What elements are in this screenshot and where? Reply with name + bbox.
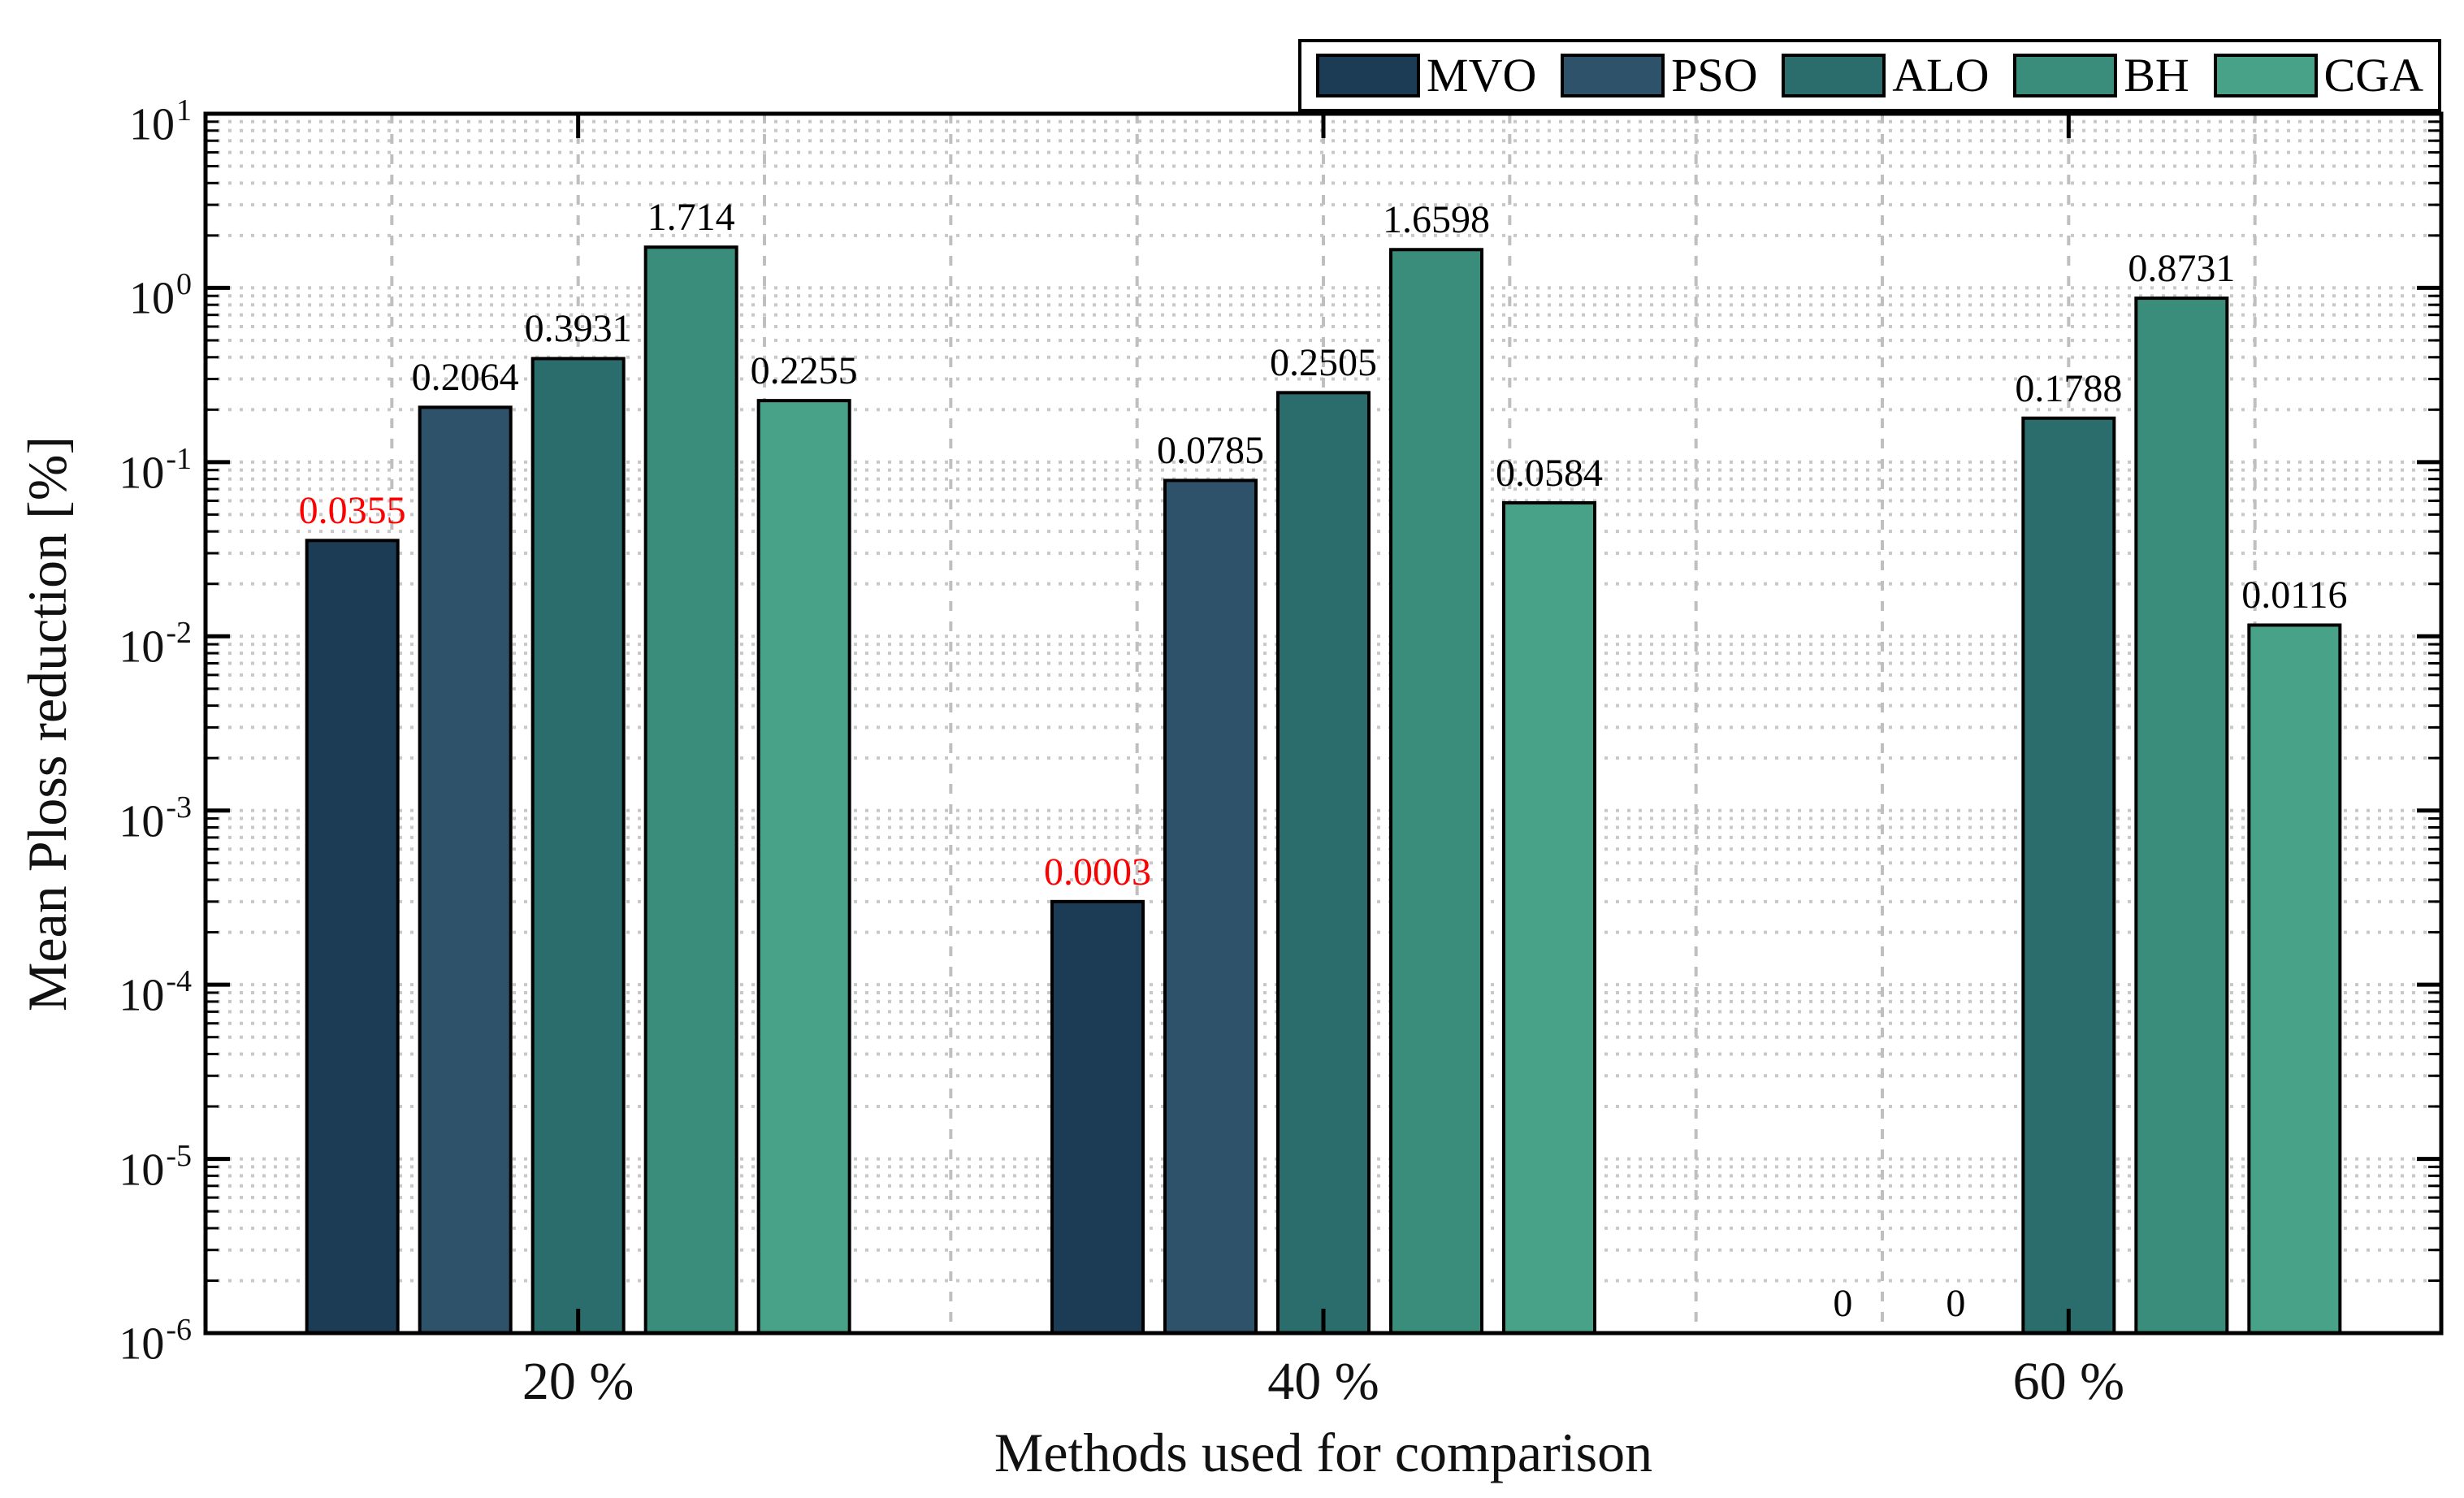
bar-value-label: 0.8731 (2128, 247, 2236, 291)
y-tick-base: 10 (119, 1318, 165, 1370)
legend-swatch-ALO (1782, 54, 1886, 97)
legend-item-ALO: ALO (1782, 51, 1989, 100)
bar-value-label: 0.3931 (524, 307, 632, 351)
bar-value-label: 0.2255 (750, 349, 858, 393)
bar-value-label: 0.2505 (1270, 341, 1377, 385)
legend-swatch-BH (2013, 54, 2118, 97)
bar-BH-40% (1389, 248, 1483, 1336)
bar-ALO-20% (530, 357, 626, 1336)
y-tick-exponent: -4 (166, 964, 192, 999)
bar-CGA-40% (1502, 500, 1596, 1335)
y-tick-label: 10-5 (0, 1127, 192, 1196)
legend-swatch-MVO (1316, 54, 1420, 97)
bar-MVO-40% (1050, 899, 1145, 1336)
legend-label: ALO (1892, 49, 1990, 102)
bar-value-label: 0 (1833, 1282, 1853, 1325)
bar-CGA-60% (2247, 623, 2342, 1335)
y-tick-exponent: -3 (166, 790, 192, 825)
y-tick-label: 10-1 (0, 430, 192, 499)
y-tick-exponent: 0 (176, 267, 192, 302)
y-tick-base: 10 (129, 99, 175, 150)
legend-label: PSO (1671, 49, 1758, 102)
bar-value-label: 1.6598 (1383, 198, 1490, 242)
legend: MVO PSO ALO BH CGA (1298, 39, 2441, 112)
x-axis-title: Methods used for comparison (994, 1422, 1653, 1483)
y-axis-title: Mean Ploss reduction [%] (16, 435, 78, 1011)
legend-label: BH (2124, 49, 2189, 102)
legend-swatch-CGA (2213, 54, 2318, 97)
bar-value-label: 0.2064 (411, 356, 519, 400)
bar-BH-20% (643, 245, 738, 1335)
bar-PSO-40% (1163, 478, 1258, 1335)
y-tick-label: 10-2 (0, 604, 192, 673)
legend-item-PSO: PSO (1561, 49, 1758, 102)
y-tick-label: 10-6 (0, 1301, 192, 1370)
y-tick-exponent: -1 (166, 441, 192, 476)
bar-value-label: 0.0355 (298, 489, 406, 533)
y-tick-label: 10-3 (0, 778, 192, 847)
bar-MVO-20% (305, 539, 400, 1335)
y-tick-base: 10 (119, 448, 165, 499)
legend-label: MVO (1427, 49, 1537, 102)
legend-item-MVO: MVO (1316, 51, 1536, 100)
y-tick-exponent: -6 (166, 1313, 192, 1347)
y-tick-exponent: 1 (176, 93, 192, 128)
y-tick-base: 10 (119, 1145, 165, 1196)
x-tick-label: 40 % (1267, 1352, 1379, 1411)
legend-swatch-PSO (1561, 54, 1665, 97)
bar-value-label: 0.0116 (2241, 574, 2348, 617)
x-tick-label: 20 % (522, 1352, 634, 1411)
y-tick-base: 10 (119, 796, 165, 847)
y-tick-exponent: -2 (166, 616, 192, 651)
y-tick-base: 10 (129, 274, 175, 325)
y-tick-exponent: -5 (166, 1138, 192, 1173)
legend-item-BH: BH (2013, 51, 2189, 100)
y-tick-base: 10 (119, 621, 165, 673)
bar-value-label: 0.0584 (1496, 451, 1603, 495)
bar-value-label: 1.714 (647, 196, 735, 240)
y-tick-base: 10 (119, 970, 165, 1021)
bar-BH-60% (2134, 297, 2229, 1335)
bar-PSO-20% (418, 405, 513, 1335)
bar-value-label: 0 (1946, 1282, 1966, 1325)
bar-CGA-20% (756, 399, 851, 1335)
y-tick-label: 101 (0, 81, 192, 150)
legend-item-CGA: CGA (2213, 49, 2423, 102)
y-tick-label: 10-4 (0, 952, 192, 1021)
legend-label: CGA (2323, 49, 2423, 102)
bar-ALO-60% (2021, 416, 2116, 1335)
x-tick-label: 60 % (2012, 1352, 2125, 1411)
bar-value-label: 0.0785 (1157, 429, 1264, 473)
y-tick-label: 100 (0, 255, 192, 324)
bar-ALO-40% (1276, 391, 1371, 1335)
bar-value-label: 0.1788 (2015, 366, 2123, 410)
bar-value-label: 0.0003 (1044, 850, 1151, 894)
